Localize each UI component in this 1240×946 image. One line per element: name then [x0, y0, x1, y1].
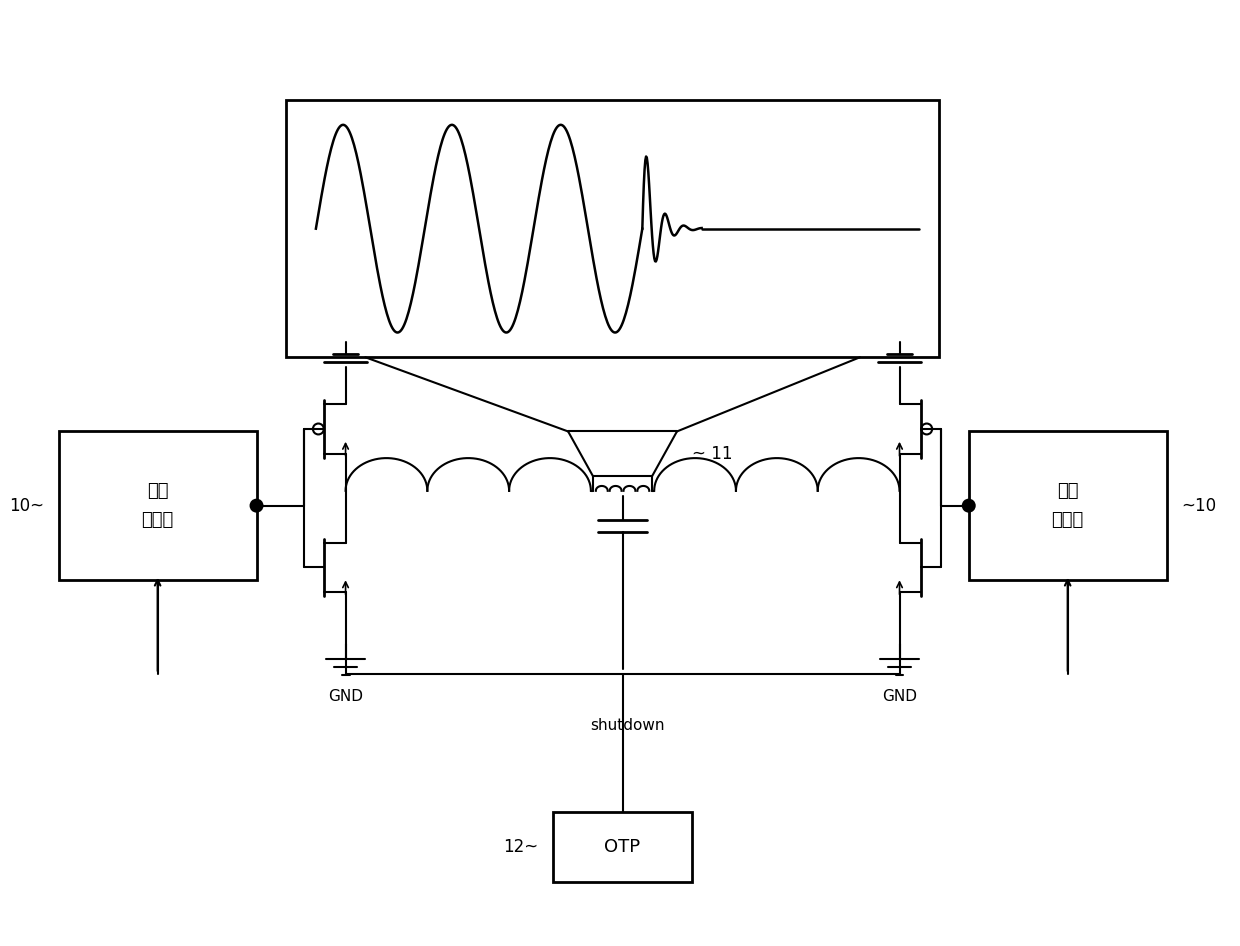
Text: GND: GND — [882, 689, 918, 704]
Bar — [58, 431, 257, 580]
Text: 驱动器: 驱动器 — [1052, 512, 1084, 530]
Text: ~ 11: ~ 11 — [692, 445, 733, 463]
Text: ~10: ~10 — [1182, 497, 1216, 515]
Bar — [968, 431, 1167, 580]
Circle shape — [962, 499, 975, 512]
Circle shape — [250, 499, 263, 512]
Text: OTP: OTP — [604, 838, 641, 856]
Text: 驱动器: 驱动器 — [141, 512, 174, 530]
Bar — [553, 813, 692, 882]
Text: 闸极: 闸极 — [146, 482, 169, 499]
Text: GND: GND — [329, 689, 363, 704]
Bar — [286, 100, 939, 358]
Text: 10~: 10~ — [9, 497, 43, 515]
Text: 12~: 12~ — [503, 838, 538, 856]
Text: 闸极: 闸极 — [1056, 482, 1079, 499]
Text: shutdown: shutdown — [590, 718, 665, 733]
